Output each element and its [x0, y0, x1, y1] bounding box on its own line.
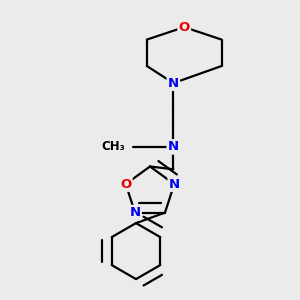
Text: O: O: [120, 178, 131, 190]
Text: N: N: [168, 76, 179, 90]
Text: N: N: [169, 178, 180, 190]
Text: N: N: [168, 140, 179, 153]
Text: CH₃: CH₃: [101, 140, 125, 153]
Text: O: O: [178, 21, 190, 34]
Text: N: N: [129, 206, 141, 219]
